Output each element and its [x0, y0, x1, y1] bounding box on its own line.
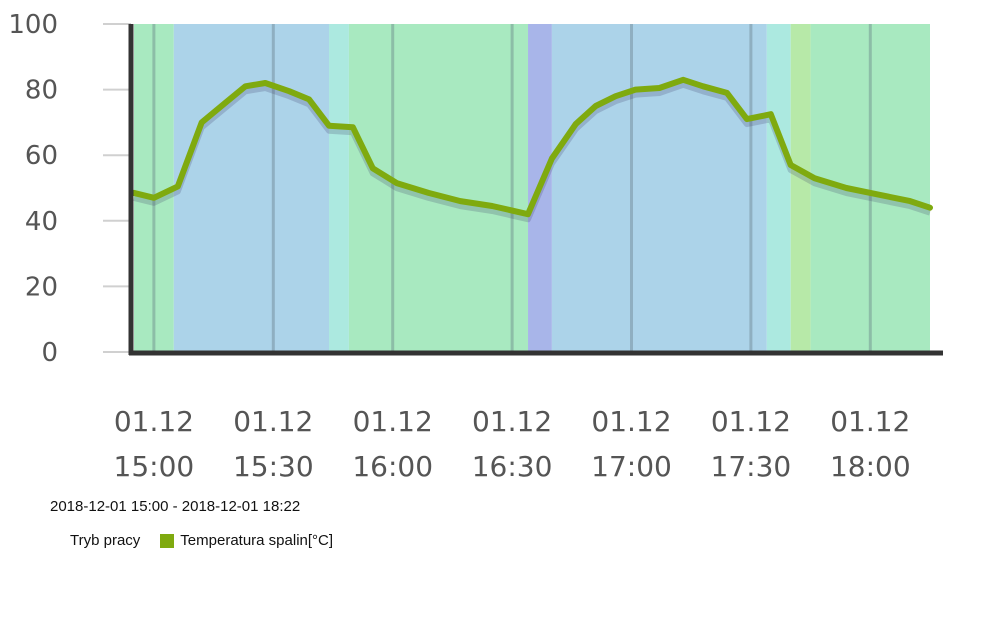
series-line-0: [131, 76, 933, 218]
x-tick-date-3: 01.12: [472, 405, 552, 438]
series-point-0-19: [593, 103, 599, 109]
series-point-0-29: [812, 175, 818, 181]
series-point-0-30: [843, 185, 849, 191]
series-point-0-25: [724, 90, 730, 96]
x-tick-time-4: 17:00: [591, 450, 672, 483]
y-tick-label-4: 80: [25, 76, 58, 106]
y-axis-ticks: 0 20 40 60 80 100: [8, 10, 58, 368]
x-tick-time-1: 15:30: [233, 450, 314, 483]
y-tick-label-3: 60: [25, 141, 58, 171]
series-layer: [131, 76, 933, 223]
mode-band-2: [329, 24, 349, 352]
series-point-0-12: [394, 180, 400, 186]
x-tick-date-0: 01.12: [114, 405, 194, 438]
legend-mode-label: Tryb pracy: [70, 532, 141, 549]
legend-item-temperature[interactable]: Temperatura spalin[°C]: [160, 532, 333, 549]
series-point-0-28: [788, 162, 794, 168]
mode-band-5: [551, 24, 767, 352]
mode-band-1: [173, 24, 330, 352]
series-point-0-20: [613, 93, 619, 99]
series-point-0-7: [286, 88, 292, 94]
y-tick-label-0: 0: [41, 338, 58, 368]
x-tick-date-2: 01.12: [353, 405, 433, 438]
vertical-gridlines: [152, 24, 872, 352]
series-point-0-2: [175, 183, 181, 189]
series-point-0-26: [744, 116, 750, 122]
series-point-0-13: [426, 190, 432, 196]
series-point-0-11: [370, 165, 376, 171]
legend-series-label: Temperatura spalin[°C]: [180, 532, 334, 549]
x-axis-ticks: 01.12 15:00 01.12 15:30 01.12 16:00 01.12 16:30…: [114, 405, 911, 483]
series-point-0-16: [525, 211, 531, 217]
x-tick-time-0: 15:00: [114, 450, 195, 483]
series-point-0-5: [242, 83, 248, 89]
y-tick-label-5: 100: [8, 10, 58, 40]
series-point-0-8: [306, 96, 312, 102]
x-tick-date-6: 01.12: [830, 405, 910, 438]
y-tick-label-2: 40: [25, 207, 58, 237]
series-point-0-14: [457, 198, 463, 204]
mode-band-6: [766, 24, 791, 352]
x-tick-time-5: 17:30: [711, 450, 792, 483]
mode-band-8: [810, 24, 930, 352]
series-point-0-1: [151, 195, 157, 201]
series-point-0-27: [768, 111, 774, 117]
series-point-0-21: [632, 87, 638, 93]
legend-swatch: [160, 533, 175, 548]
series-point-0-15: [489, 203, 495, 209]
horizontal-gridlines: [103, 23, 131, 353]
x-tick-date-1: 01.12: [233, 405, 313, 438]
series-point-0-22: [656, 85, 662, 91]
series-point-0-10: [350, 124, 356, 130]
date-range-label: 2018-12-01 15:00 - 2018-12-01 18:22: [50, 498, 301, 515]
operating-mode-bands: [134, 24, 930, 352]
mode-band-0: [134, 24, 174, 352]
series-point-0-18: [573, 121, 579, 127]
series-point-0-9: [326, 123, 332, 129]
legend-item-mode[interactable]: Tryb pracy: [70, 532, 140, 549]
series-point-0-24: [700, 83, 706, 89]
x-tick-date-4: 01.12: [591, 405, 671, 438]
series-point-0-17: [549, 155, 555, 161]
mode-band-7: [790, 24, 811, 352]
y-tick-label-1: 20: [25, 272, 58, 302]
series-point-0-31: [875, 192, 881, 198]
x-tick-time-2: 16:00: [352, 450, 433, 483]
series-point-0-6: [262, 80, 268, 86]
series-point-0-33: [927, 205, 933, 211]
series-point-0-4: [223, 100, 229, 106]
series-point-0-23: [680, 77, 686, 83]
mode-band-3: [348, 24, 529, 352]
temperature-chart: 0 20 40 60 80 100 01.12 15:00 01.12 15:30 01.12 16…: [8, 10, 943, 483]
series-point-0-3: [199, 119, 205, 125]
x-tick-time-3: 16:30: [472, 450, 553, 483]
series-point-0-32: [907, 198, 913, 204]
legend: Tryb pracy Temperatura spalin[°C]: [70, 532, 353, 549]
x-tick-date-5: 01.12: [711, 405, 791, 438]
x-tick-time-6: 18:00: [830, 450, 911, 483]
